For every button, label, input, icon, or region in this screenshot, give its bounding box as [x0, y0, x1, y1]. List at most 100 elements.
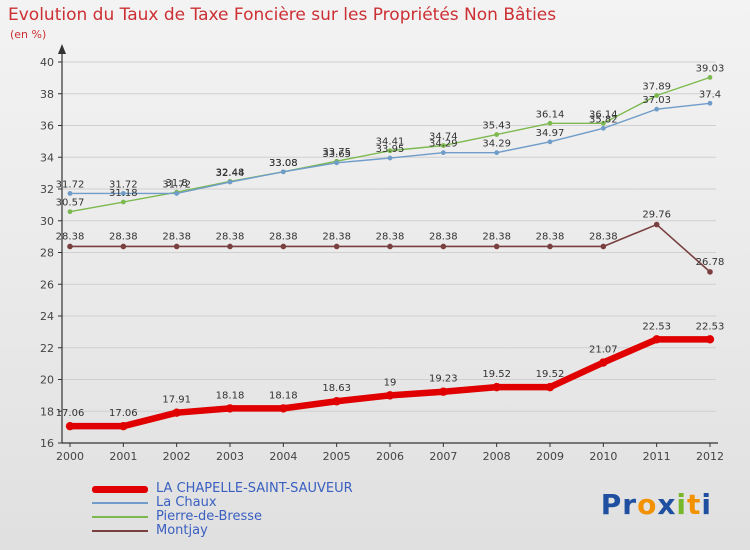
x-tick-label: 2005 [323, 450, 351, 463]
value-label: 17.06 [109, 408, 138, 419]
value-label: 34.74 [429, 132, 458, 143]
data-point [707, 269, 713, 275]
x-tick-label: 2012 [696, 450, 724, 463]
value-label: 37.4 [699, 89, 721, 100]
proxiti-logo: Proxiti [601, 488, 712, 521]
data-point [227, 243, 233, 250]
data-point [440, 243, 447, 250]
value-label: 19 [384, 377, 397, 388]
data-point [547, 243, 553, 250]
value-label: 19.52 [482, 369, 511, 380]
y-axis-arrow [58, 44, 66, 54]
y-tick-label: 16 [40, 437, 54, 450]
value-label: 33.08 [269, 158, 298, 169]
x-tick-label: 2003 [216, 450, 244, 463]
y-tick-label: 20 [40, 374, 54, 387]
x-tick-label: 2007 [429, 450, 457, 463]
value-label: 32.48 [216, 167, 245, 178]
logo-letter: x [657, 488, 677, 521]
value-label: 28.38 [216, 231, 245, 242]
logo-letter: P [600, 488, 623, 521]
value-label: 28.38 [589, 231, 618, 242]
x-tick-label: 2010 [589, 450, 617, 463]
value-label: 18.18 [269, 390, 298, 401]
data-point [705, 335, 715, 344]
value-label: 18.63 [322, 383, 351, 394]
data-point [279, 404, 288, 413]
x-tick-label: 2000 [56, 450, 84, 463]
data-point [707, 74, 713, 80]
value-label: 26.78 [696, 257, 725, 268]
data-point [173, 243, 180, 250]
data-point [439, 387, 448, 396]
chart-legend: LA CHAPELLE-SAINT-SAUVEUR La Chaux Pierr… [92, 482, 353, 538]
y-tick-label: 26 [40, 278, 54, 291]
value-label: 28.38 [109, 231, 138, 242]
data-point [494, 150, 500, 156]
data-point [65, 421, 75, 431]
y-tick-label: 30 [40, 215, 54, 228]
legend-swatch-pierre-de-bresse [92, 516, 148, 518]
y-tick-label: 28 [40, 247, 54, 260]
data-point [172, 408, 181, 417]
value-label: 28.38 [322, 231, 351, 242]
y-tick-label: 32 [40, 183, 54, 196]
x-tick-label: 2001 [109, 450, 137, 463]
value-label: 17.06 [56, 408, 85, 419]
value-label: 31.8 [166, 178, 188, 189]
page-subtitle: (en %) [10, 28, 47, 41]
value-label: 34.97 [536, 128, 565, 139]
value-label: 34.41 [376, 137, 405, 148]
data-point [387, 243, 393, 250]
y-tick-label: 22 [40, 342, 54, 355]
value-label: 17.91 [162, 395, 191, 406]
logo-letter: i [701, 488, 712, 521]
value-label: 21.07 [589, 345, 618, 356]
legend-label: Montjay [156, 523, 208, 538]
value-label: 28.38 [376, 231, 405, 242]
legend-item-la-chaux: La Chaux [92, 496, 353, 510]
value-label: 34.29 [482, 139, 511, 150]
value-label: 29.76 [642, 210, 671, 221]
value-label: 31.72 [109, 179, 138, 190]
x-tick-label: 2002 [163, 450, 191, 463]
data-point [333, 243, 340, 250]
value-label: 30.57 [56, 198, 85, 209]
data-point [599, 358, 608, 367]
legend-swatch-la-chapelle-saint-sauveur [92, 485, 148, 493]
value-label: 22.53 [642, 321, 671, 332]
data-point [600, 125, 606, 131]
data-point [492, 382, 501, 392]
logo-letter: r [622, 488, 638, 521]
logo-letter: o [637, 488, 658, 521]
legend-swatch-la-chaux [92, 502, 148, 504]
data-point [493, 243, 500, 250]
legend-item-pierre-de-bresse: Pierre-de-Bresse [92, 510, 353, 524]
data-point [440, 150, 446, 156]
data-point [385, 391, 395, 400]
data-point [547, 120, 553, 126]
y-tick-label: 36 [40, 120, 54, 133]
value-label: 39.03 [696, 63, 725, 74]
data-point [280, 243, 287, 250]
page-title: Evolution du Taux de Taxe Foncière sur l… [8, 5, 557, 25]
data-point [387, 155, 393, 161]
value-label: 35.43 [482, 121, 511, 132]
value-label: 35.82 [589, 114, 618, 125]
value-label: 36.14 [536, 109, 565, 120]
value-label: 28.38 [56, 231, 85, 242]
data-point [67, 243, 73, 250]
value-label: 28.38 [162, 231, 191, 242]
legend-item-la-chapelle-saint-sauveur: LA CHAPELLE-SAINT-SAUVEUR [92, 482, 353, 496]
value-label: 28.38 [536, 231, 565, 242]
data-point [67, 191, 73, 196]
data-point [652, 335, 661, 344]
legend-label: La Chaux [156, 495, 217, 510]
logo-letter: i [676, 488, 687, 521]
y-tick-label: 18 [40, 405, 54, 418]
data-point [227, 179, 233, 185]
legend-label: LA CHAPELLE-SAINT-SAUVEUR [156, 481, 353, 496]
value-label: 37.03 [642, 95, 671, 106]
data-point [174, 191, 180, 196]
